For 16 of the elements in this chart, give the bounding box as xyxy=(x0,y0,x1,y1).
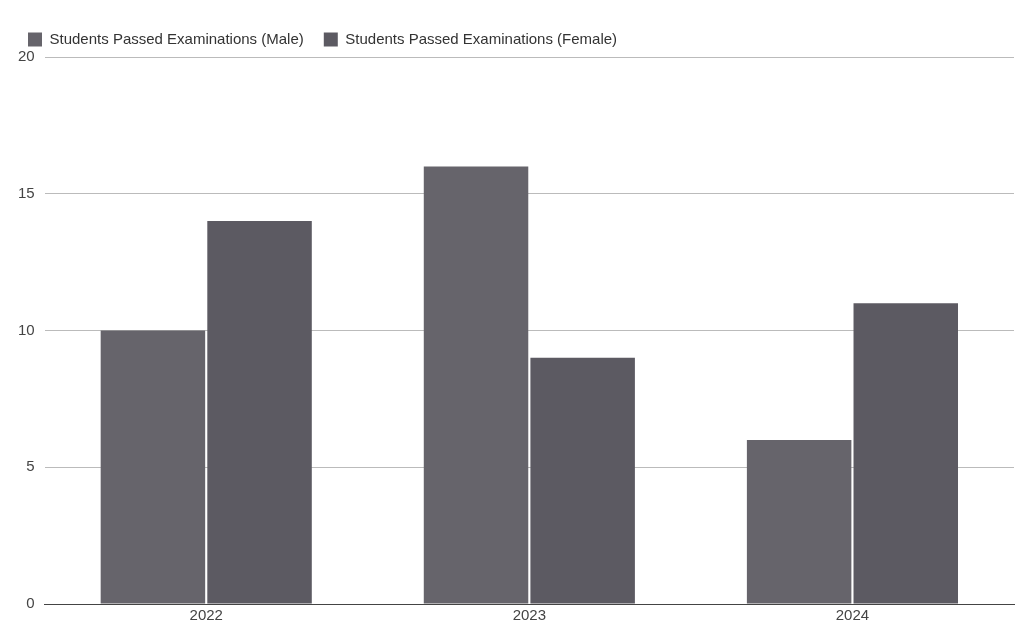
bar xyxy=(207,221,312,604)
y-tick-label: 10 xyxy=(18,320,35,338)
legend-label: Students Passed Examinations (Male) xyxy=(49,29,304,47)
y-tick-label: 5 xyxy=(26,457,35,475)
bar xyxy=(853,303,959,604)
x-tick-label: 2023 xyxy=(512,606,547,624)
bar xyxy=(423,166,529,604)
y-tick-label: 20 xyxy=(18,47,35,65)
legend-label: Students Passed Examinations (Female) xyxy=(345,29,618,47)
x-tick-label: 2024 xyxy=(835,606,870,624)
bar xyxy=(530,357,635,604)
y-tick-label: 0 xyxy=(26,594,35,612)
y-tick-label: 15 xyxy=(18,183,35,201)
bar xyxy=(746,439,852,604)
bar xyxy=(100,330,206,604)
x-tick-label: 2022 xyxy=(189,606,223,624)
